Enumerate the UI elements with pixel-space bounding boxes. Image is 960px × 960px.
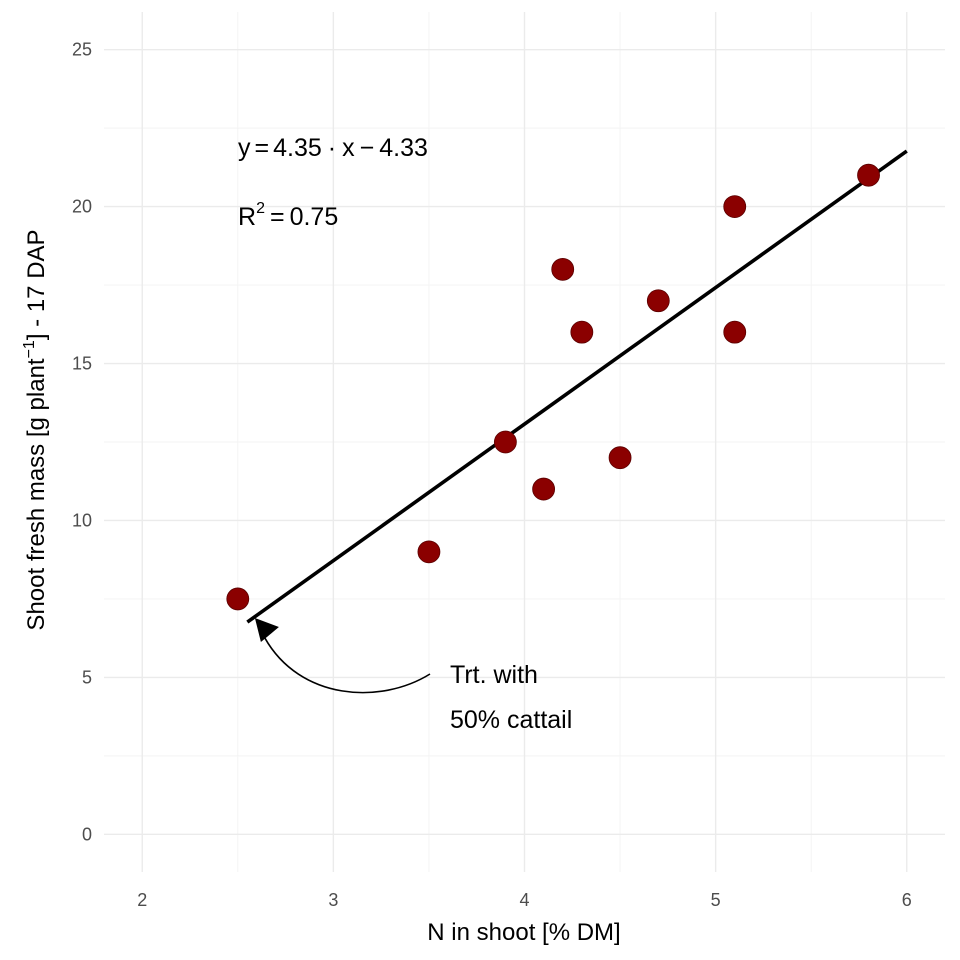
data-point	[226, 587, 250, 611]
data-points	[226, 163, 880, 611]
y-tick-label: 25	[72, 40, 92, 60]
data-point	[608, 446, 632, 470]
data-point	[493, 430, 517, 454]
regression-line	[246, 149, 908, 624]
y-axis-title-main: Shoot fresh mass [g plant	[23, 358, 50, 630]
y-tick-label: 15	[72, 354, 92, 374]
r-squared: R2 = 0.75	[238, 200, 338, 231]
equation-intercept: 4.33	[379, 134, 428, 162]
regression-equation: y = 4.35 · x −4.33	[238, 134, 428, 162]
data-point	[417, 540, 441, 564]
annotation-arrow-head	[254, 618, 279, 643]
x-tick-label: 4	[519, 890, 529, 910]
y-tick-label: 5	[82, 667, 92, 687]
x-axis-ticks: 2 3 4 5 6	[137, 890, 912, 910]
grid	[104, 12, 945, 872]
annotation-line2: 50% cattail	[450, 706, 572, 734]
x-tick-label: 3	[328, 890, 338, 910]
y-axis-title-superscript: −1	[21, 340, 38, 358]
data-point	[551, 257, 575, 281]
equation-lhs: y	[238, 134, 251, 162]
y-axis-title: Shoot fresh mass [g plant−1] - 17 DAP	[21, 229, 50, 630]
data-point	[532, 477, 556, 501]
r2-label: R	[238, 203, 256, 231]
data-point	[857, 163, 880, 187]
x-tick-label: 5	[711, 890, 721, 910]
data-point	[723, 195, 747, 218]
x-tick-label: 6	[902, 890, 912, 910]
equation-slope: 4.35	[273, 134, 322, 162]
y-tick-label: 0	[82, 824, 92, 844]
regression-line-group	[246, 149, 908, 624]
data-point	[723, 320, 747, 344]
x-axis-title: N in shoot [% DM]	[427, 919, 620, 946]
annotation-arrow-curve	[264, 637, 431, 694]
y-axis-title-tail: ] - 17 DAP	[23, 229, 50, 340]
r2-value: 0.75	[290, 203, 339, 231]
data-point	[570, 320, 594, 344]
y-tick-label: 20	[72, 197, 92, 217]
y-axis-ticks: 0 5 10 15 20 25	[72, 40, 92, 845]
y-tick-label: 10	[72, 510, 92, 530]
data-point	[646, 289, 670, 313]
annotation-line1: Trt. with	[450, 661, 538, 689]
r2-superscript: 2	[256, 200, 265, 217]
x-tick-label: 2	[137, 890, 147, 910]
